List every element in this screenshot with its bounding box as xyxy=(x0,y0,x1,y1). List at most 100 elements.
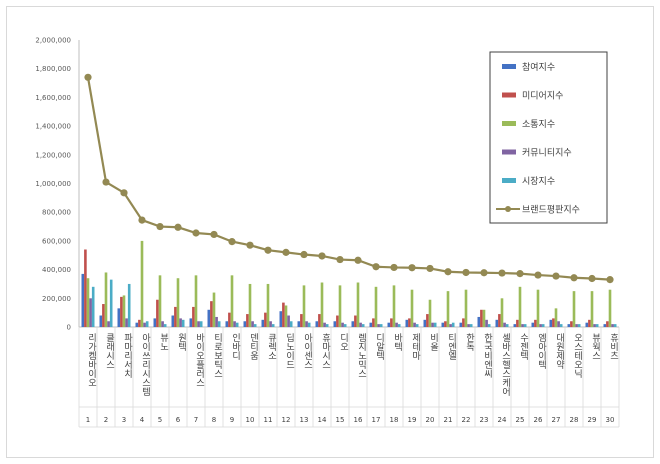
bar xyxy=(99,315,103,327)
line-marker xyxy=(534,271,542,279)
bar xyxy=(392,285,396,327)
bar xyxy=(127,283,131,327)
category-label: 셀바스헬스케어 xyxy=(500,333,510,397)
rank-label: 9 xyxy=(230,416,234,424)
bar xyxy=(289,321,293,327)
bar xyxy=(143,322,146,327)
line-marker xyxy=(336,255,344,264)
legend-label: 소통지수 xyxy=(522,119,555,130)
bar xyxy=(536,289,540,327)
line-marker xyxy=(588,274,596,283)
category-label: 제테마 xyxy=(410,333,420,361)
bar xyxy=(531,322,535,327)
bar xyxy=(408,318,411,327)
bar xyxy=(228,312,231,327)
bar xyxy=(577,324,581,327)
line-marker xyxy=(480,269,488,277)
bar xyxy=(176,278,180,327)
bar xyxy=(444,321,447,327)
legend-label: 커뮤니티지수 xyxy=(522,148,572,159)
bar xyxy=(516,319,519,327)
rank-label: 12 xyxy=(282,416,291,424)
bar xyxy=(84,249,87,327)
rank-label: 19 xyxy=(408,416,417,424)
bar xyxy=(341,322,344,327)
bar xyxy=(575,324,578,327)
bar xyxy=(261,319,265,327)
bar xyxy=(567,324,571,327)
bar xyxy=(441,322,445,327)
line-marker xyxy=(102,178,110,186)
bar xyxy=(426,314,429,327)
bar xyxy=(338,285,342,327)
line-marker xyxy=(426,264,434,273)
legend-swatch xyxy=(502,178,516,183)
bar xyxy=(138,319,141,327)
bar xyxy=(181,319,185,327)
category-label: 리가켐바이오 xyxy=(86,333,96,387)
line-marker xyxy=(174,223,182,231)
bar xyxy=(387,322,391,327)
bar xyxy=(207,309,211,327)
category-label: 수젠텍 xyxy=(518,333,528,361)
bar xyxy=(235,322,239,327)
y-tick-label: 200,000 xyxy=(42,295,71,303)
line-marker xyxy=(318,252,326,260)
line-marker xyxy=(354,256,362,264)
bar xyxy=(354,315,357,327)
bar xyxy=(513,324,517,327)
bar xyxy=(467,324,470,327)
category-label: 아이센스 xyxy=(302,333,312,369)
rank-label: 14 xyxy=(318,416,327,424)
rank-label: 23 xyxy=(480,416,489,424)
category-label: 한독 xyxy=(464,333,474,352)
rank-label: 20 xyxy=(426,416,435,424)
bar xyxy=(233,321,236,327)
line-marker xyxy=(300,250,308,259)
y-tick-label: 800,000 xyxy=(42,209,71,217)
rank-label: 26 xyxy=(534,416,543,424)
bar xyxy=(608,289,612,327)
line-marker xyxy=(228,238,236,246)
category-label: 원텍 xyxy=(176,333,186,352)
bar xyxy=(225,321,229,327)
line-marker xyxy=(246,241,254,249)
rank-label: 18 xyxy=(390,416,399,424)
line-marker xyxy=(210,230,218,239)
bar xyxy=(505,324,509,327)
bar xyxy=(135,322,139,327)
rank-label: 28 xyxy=(570,416,579,424)
bar xyxy=(145,321,149,327)
category-label: 디오 xyxy=(338,333,348,351)
rank-label: 2 xyxy=(104,416,108,424)
bar xyxy=(554,308,558,327)
rank-label: 29 xyxy=(588,416,597,424)
bar xyxy=(253,324,257,327)
y-tick-label: 1,800,000 xyxy=(35,65,71,73)
bar xyxy=(163,324,167,327)
rank-label: 4 xyxy=(140,416,145,424)
bar xyxy=(153,318,157,327)
bar xyxy=(534,319,537,327)
bar xyxy=(248,283,252,327)
bar xyxy=(158,275,162,327)
legend-label: 시장지수 xyxy=(522,176,555,187)
legend-swatch-marker xyxy=(505,206,511,212)
bar xyxy=(174,306,177,327)
bar xyxy=(469,324,473,327)
bar xyxy=(104,272,108,327)
category-label: 뷰노 xyxy=(158,333,168,351)
line-marker xyxy=(372,263,380,271)
line-marker xyxy=(552,272,560,280)
rank-label: 8 xyxy=(212,416,216,424)
rank-label: 6 xyxy=(176,416,181,424)
bar xyxy=(405,319,409,327)
category-label: 디알텍 xyxy=(374,333,384,361)
bar xyxy=(549,319,553,327)
bar xyxy=(194,275,198,327)
line-marker xyxy=(264,246,272,254)
bar xyxy=(279,311,283,327)
y-tick-label: 1,000,000 xyxy=(35,180,71,188)
bar xyxy=(217,321,221,327)
bar xyxy=(459,322,463,327)
